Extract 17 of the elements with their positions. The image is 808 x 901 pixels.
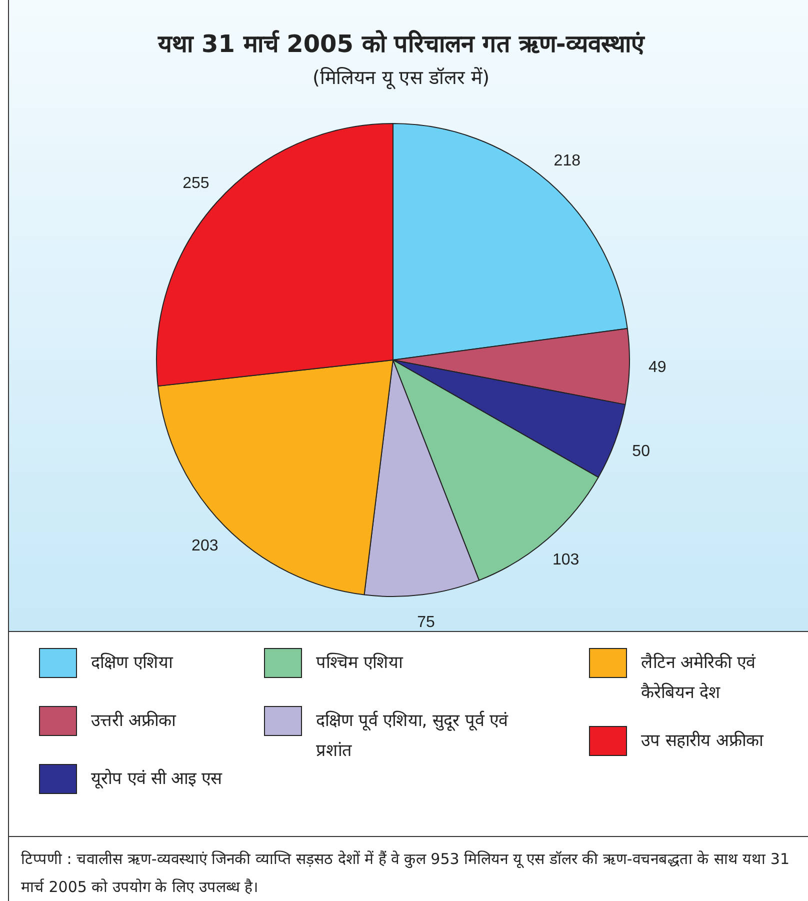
data-label: 203 xyxy=(192,537,218,554)
data-label: 49 xyxy=(648,358,666,376)
data-label: 50 xyxy=(632,443,650,460)
data-label: 218 xyxy=(554,152,581,170)
legend-label: यूरोप एवं सी आइ एस xyxy=(91,768,222,791)
chart-subtitle: (मिलियन यू एस डॉलर में) xyxy=(312,66,490,90)
legend-label: दक्षिण एशिया xyxy=(91,652,172,675)
data-label: 103 xyxy=(552,552,580,569)
data-label: 75 xyxy=(417,614,436,631)
legend-label: लैटिन अमेरिकी एवं कैरेबियन देश xyxy=(641,652,757,705)
legend-label: उप सहारीय अफ्रीका xyxy=(641,730,763,753)
legend-label: दक्षिण पूर्व एशिया, सुदूर पूर्व एवं प्रशांत xyxy=(316,710,510,763)
legend-label: पश्चिम एशिया xyxy=(316,652,402,675)
legend-label: उत्तरी अफ्रीका xyxy=(91,710,176,733)
data-label: 255 xyxy=(182,174,210,192)
text: टिप्पणी : चवालीस ऋण-व्यवस्थाएं जिनकी व्याप्ति सड़सठ देशों में हैं वे कुल 953 मिलियन यू एस डॉलर की ऋण-वचनबद्धता के साथ यथा 31 मार्च 2005 को उपयोग के लिए उपलब्ध है। xyxy=(9,836,808,901)
chart-title: यथा 31 मार्च 2005 को परिचालन गत ऋण-व्यवस्थाएं xyxy=(156,29,646,59)
